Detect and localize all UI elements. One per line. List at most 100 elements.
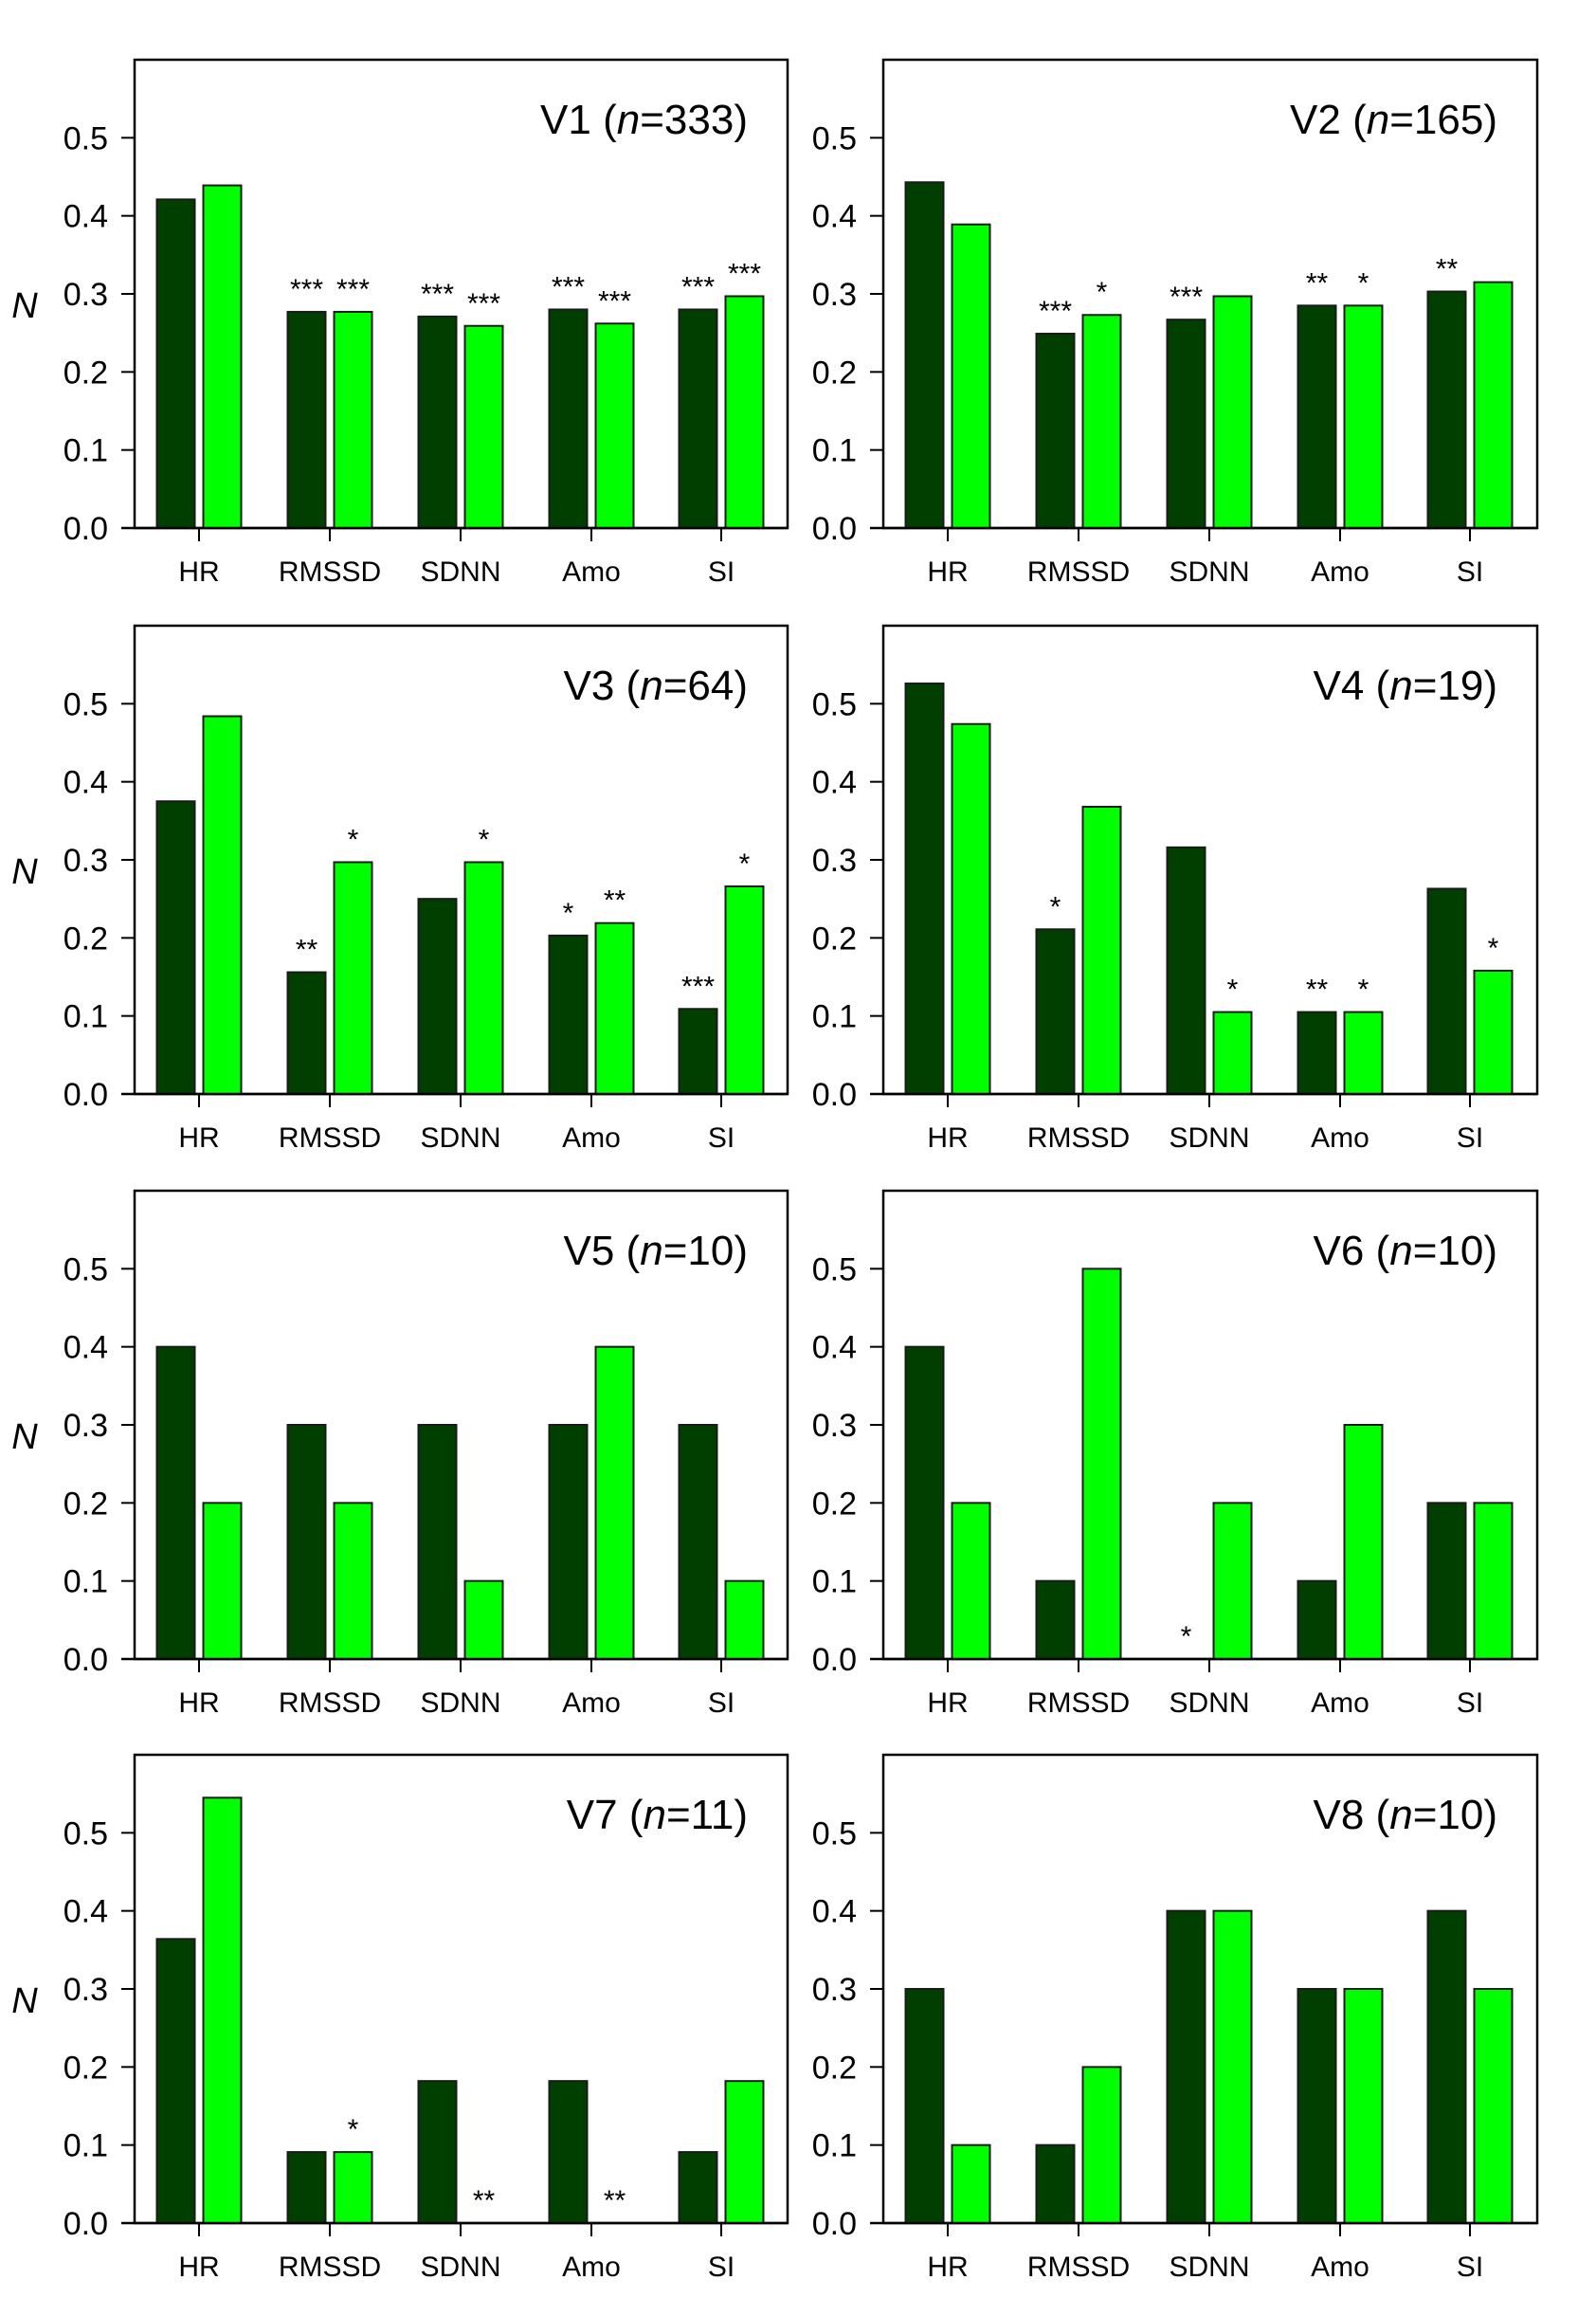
bar-si-s1 [1426,1502,1467,1661]
bar-sdnn-s2 [463,1579,504,1660]
y-tick-label: 0.1 [63,999,108,1035]
x-tick-label: RMSSD [279,556,381,588]
bar-hr-s2 [951,1502,991,1661]
bar-sdnn-s2 [463,324,504,529]
bar-sdnn-s1 [417,1424,458,1660]
y-tick-label: 0.3 [63,1972,108,2008]
bar-hr-s2 [951,2143,991,2225]
y-tick-label: 0.4 [812,199,857,235]
x-tick-label: Amo [1311,1122,1369,1154]
bar-si-s2 [1473,1988,1514,2224]
bar-amo-s2 [594,1345,635,1660]
bar-amo-s2 [594,921,635,1095]
x-tick-label: SDNN [1169,556,1249,588]
y-tick-label: 0.5 [63,686,108,722]
x-tick-label: HR [178,2252,219,2283]
n-value: =165) [1389,97,1497,143]
bar-si-s2 [1473,281,1514,529]
bar-si-s1 [1426,290,1467,529]
bar-si-s1 [678,1008,718,1096]
y-tick-label: 0.5 [63,1815,108,1851]
y-tick-label: 0.2 [812,2050,857,2086]
bar-hr-s1 [155,1938,196,2224]
y-tick-label: 0.0 [812,1642,857,1678]
y-tick-label: 0.0 [812,2206,857,2242]
bar-sdnn-s1 [417,898,458,1096]
bar-si-s2 [724,295,765,529]
y-tick-label: 0.2 [63,355,108,391]
significance-marker: *** [421,279,454,310]
bar-hr-s1 [904,1988,945,2224]
panel-v6: 0.0 0.1 0.2 0.3 0.4 0.5 HR RMSSD * SDNN Amo SI V6 (n… [812,1189,1539,1719]
panel-title: V5 (n=10) [564,1228,748,1274]
bar-amo-s2 [1343,1988,1384,2224]
bar-hr-s2 [202,715,243,1095]
bar-amo-s2 [594,322,635,529]
y-tick-label: 0.3 [812,1972,857,2008]
y-tick-label: 0.3 [63,277,108,313]
bar-rmssd-s2 [1081,2066,1122,2224]
y-tick-label: 0.1 [812,999,857,1035]
x-tick-label: HR [927,1687,968,1719]
bar-si-s2 [724,1579,765,1660]
bar-sdnn-s1 [1166,846,1206,1095]
panel-v7: 0.0 0.1 0.2 0.3 0.4 0.5 N HR * RMSSD ** SDNN ** Amo SI… [11,1753,789,2283]
x-tick-label: RMSSD [1027,2252,1130,2283]
significance-marker: * [739,848,751,880]
significance-marker: ** [1306,267,1329,299]
significance-marker: *** [681,271,715,302]
bar-rmssd-s2 [333,1502,373,1661]
bar-amo-s1 [548,2080,589,2224]
significance-marker: * [479,824,490,855]
n-value: =10) [1413,1228,1497,1274]
x-tick-label: Amo [1311,1687,1369,1719]
bar-sdnn-s2 [1212,1502,1253,1661]
x-tick-label: SI [1457,556,1483,588]
panel-v2: 0.00.10.20.30.40.5HR****RMSSD***SDNN** *A… [812,58,1539,588]
significance-marker: *** [728,258,761,289]
bar-rmssd-s2 [333,2151,373,2224]
n-value: =19) [1413,663,1497,709]
y-tick-label: 0.5 [812,120,857,156]
bar-hr-s1 [904,181,945,529]
bar-sdnn-s2 [463,861,504,1095]
x-tick-label: Amo [1311,2252,1369,2283]
panel-title: V1 (n=333) [540,97,748,143]
n-value: =64) [663,663,748,709]
bar-sdnn-s1 [417,315,458,530]
bar-sdnn-s1 [1166,1909,1206,2224]
bar-rmssd-s1 [286,1424,327,1660]
panel-v4: 0.00.10.20.30.40.5HR*RMSSD*SDNN** *Amo*SI… [812,624,1539,1154]
x-tick-label: SI [708,1122,735,1154]
y-tick-label: 0.1 [812,2128,857,2164]
bar-sdnn-s2 [1212,1011,1253,1096]
significance-marker: *** [336,274,370,305]
significance-marker: *** [290,274,323,305]
significance-marker: * [348,2114,359,2145]
x-tick-label: SI [1457,1687,1483,1719]
panel-title: V8 (n=10) [1314,1792,1497,1838]
x-tick-label: SDNN [1169,1122,1249,1154]
bar-si-s1 [678,2151,718,2224]
y-tick-label: 0.4 [63,199,108,235]
bar-rmssd-s1 [1035,1579,1076,1660]
bar-rmssd-s2 [333,861,373,1095]
y-tick-label: 0.1 [812,1564,857,1600]
panel-title: V2 (n=165) [1290,97,1497,143]
y-tick-label: 0.2 [63,2050,108,2086]
y-tick-label: 0.2 [63,921,108,957]
bar-hr-s2 [202,1796,243,2224]
n-symbol: n [1389,663,1412,709]
significance-marker: ** [1436,254,1459,285]
bar-amo-s1 [1297,1988,1337,2224]
significance-marker: *** [681,971,715,1002]
bar-hr-s2 [202,184,243,529]
y-tick-label: 0.4 [812,1330,857,1366]
y-tick-label: 0.0 [63,1077,108,1113]
y-tick-label: 0.0 [63,2206,108,2242]
bar-rmssd-s2 [1081,314,1122,530]
significance-marker: *** [552,271,585,302]
x-tick-label: SDNN [1169,1687,1249,1719]
n-symbol: n [1389,1228,1412,1274]
